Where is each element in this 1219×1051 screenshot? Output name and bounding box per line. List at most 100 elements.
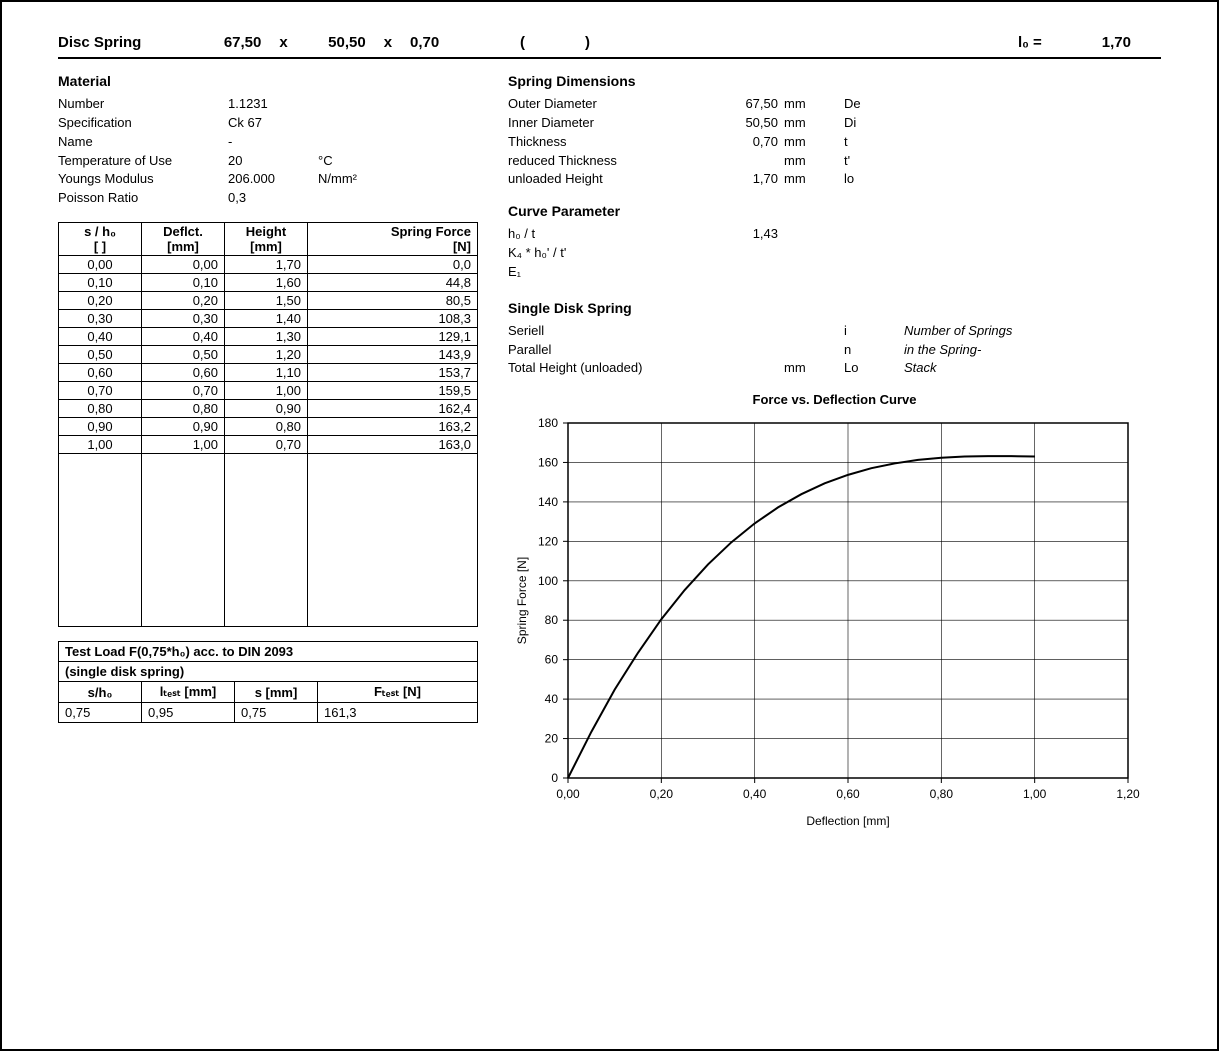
dimension-row: Outer Diameter67,50mmDe <box>508 95 1161 114</box>
material-rows: Number1.1231SpecificationCk 67Name-Tempe… <box>58 95 478 208</box>
svg-text:1,00: 1,00 <box>1023 787 1047 801</box>
dim-unit: mm <box>778 152 834 171</box>
dim-unit: mm <box>778 133 834 152</box>
svg-text:180: 180 <box>538 416 558 430</box>
material-val: 20 <box>228 152 318 171</box>
sd-sym: n <box>834 341 884 360</box>
material-heading: Material <box>58 73 478 89</box>
material-val: - <box>228 133 318 152</box>
cp-val <box>708 244 778 263</box>
svg-text:100: 100 <box>538 574 558 588</box>
l0-value: 1,70 <box>1102 34 1131 51</box>
title-sep1: x <box>279 34 287 51</box>
sd-unit <box>778 322 834 341</box>
cp-val: 1,43 <box>708 225 778 244</box>
dimensions-heading: Spring Dimensions <box>508 73 1161 89</box>
dim-unit: mm <box>778 95 834 114</box>
right-column: Spring Dimensions Outer Diameter67,50mmD… <box>508 69 1161 833</box>
material-key: Poisson Ratio <box>58 189 228 208</box>
paren-close: ) <box>585 34 590 51</box>
title-Di: 50,50 <box>306 34 366 51</box>
main-columns: Material Number1.1231SpecificationCk 67N… <box>58 69 1161 833</box>
table-row: 0,300,301,40108,3 <box>59 310 478 328</box>
table-cell: 0,10 <box>59 274 142 292</box>
title-t: 0,70 <box>410 34 460 51</box>
th-sh0: s / h₀ <box>84 224 116 239</box>
single-disk-heading: Single Disk Spring <box>508 300 1161 316</box>
material-row: Name- <box>58 133 478 152</box>
title-De: 67,50 <box>201 34 261 51</box>
material-unit <box>318 189 388 208</box>
material-key: Name <box>58 133 228 152</box>
page: Disc Spring 67,50 x 50,50 x 0,70 ( ) l₀ … <box>0 0 1219 1051</box>
material-row: Poisson Ratio0,3 <box>58 189 478 208</box>
table-row: 0,400,401,30129,1 <box>59 328 478 346</box>
test-title2: (single disk spring) <box>59 662 478 682</box>
table-cell: 0,60 <box>142 364 225 382</box>
chart-title: Force vs. Deflection Curve <box>508 392 1161 407</box>
table-row: 0,200,201,5080,5 <box>59 292 478 310</box>
sd-val <box>708 359 778 378</box>
left-column: Material Number1.1231SpecificationCk 67N… <box>58 69 478 833</box>
test-v2: 0,95 <box>142 703 235 723</box>
table-cell: 0,10 <box>142 274 225 292</box>
sd-key: Total Height (unloaded) <box>508 359 708 378</box>
table-cell: 163,2 <box>308 418 478 436</box>
sd-val <box>708 322 778 341</box>
table-row: 1,001,000,70163,0 <box>59 436 478 454</box>
svg-text:0,40: 0,40 <box>743 787 767 801</box>
table-cell: 0,90 <box>225 400 308 418</box>
dim-sym: t <box>834 133 884 152</box>
sd-note: in the Spring- <box>904 341 981 360</box>
dim-sym: t' <box>834 152 884 171</box>
curve-param-row: E₁ <box>508 263 1161 282</box>
table-row: 0,000,001,700,0 <box>59 256 478 274</box>
sd-key: Parallel <box>508 341 708 360</box>
material-val: Ck 67 <box>228 114 318 133</box>
table-cell: 0,70 <box>59 382 142 400</box>
dim-key: reduced Thickness <box>508 152 708 171</box>
table-cell: 0,20 <box>59 292 142 310</box>
sd-unit: mm <box>778 359 834 378</box>
table-cell: 0,30 <box>142 310 225 328</box>
dim-sym: lo <box>834 170 884 189</box>
th-height: Height <box>246 224 286 239</box>
table-cell: 153,7 <box>308 364 478 382</box>
table-cell: 1,00 <box>225 382 308 400</box>
table-cell: 159,5 <box>308 382 478 400</box>
single-disk-row: Total Height (unloaded)mmLoStack <box>508 359 1161 378</box>
table-cell: 0,60 <box>59 364 142 382</box>
table-row: 0,600,601,10153,7 <box>59 364 478 382</box>
material-row: Number1.1231 <box>58 95 478 114</box>
th-defl: Deflct. <box>163 224 203 239</box>
sd-val <box>708 341 778 360</box>
paren-open: ( <box>520 34 525 51</box>
table-row: 0,900,900,80163,2 <box>59 418 478 436</box>
dim-key: Outer Diameter <box>508 95 708 114</box>
svg-text:20: 20 <box>545 732 559 746</box>
table-cell: 1,30 <box>225 328 308 346</box>
svg-text:0,60: 0,60 <box>836 787 860 801</box>
curve-param-heading: Curve Parameter <box>508 203 1161 219</box>
table-cell: 0,80 <box>59 400 142 418</box>
svg-text:120: 120 <box>538 535 558 549</box>
sd-note: Number of Springs <box>904 322 1012 341</box>
deflection-tbody: 0,000,001,700,00,100,101,6044,80,200,201… <box>59 256 478 454</box>
table-cell: 1,20 <box>225 346 308 364</box>
table-cell: 0,90 <box>142 418 225 436</box>
svg-text:Deflection [mm]: Deflection [mm] <box>806 814 889 828</box>
material-unit <box>318 114 388 133</box>
table-row: 0,700,701,00159,5 <box>59 382 478 400</box>
material-key: Youngs Modulus <box>58 170 228 189</box>
table-cell: 1,50 <box>225 292 308 310</box>
svg-text:60: 60 <box>545 653 559 667</box>
cp-key: K₄ * h₀' / t' <box>508 244 708 263</box>
table-cell: 0,00 <box>59 256 142 274</box>
l0-label: l₀ = <box>1018 34 1042 51</box>
curve-param-rows: h₀ / t1,43K₄ * h₀' / t'E₁ <box>508 225 1161 282</box>
sd-sym: Lo <box>834 359 884 378</box>
curve-param-row: K₄ * h₀' / t' <box>508 244 1161 263</box>
table-cell: 143,9 <box>308 346 478 364</box>
single-disk-rows: SerielliNumber of SpringsParallelnin the… <box>508 322 1161 379</box>
test-load-table: Test Load F(0,75*h₀) acc. to DIN 2093 (s… <box>58 641 478 723</box>
